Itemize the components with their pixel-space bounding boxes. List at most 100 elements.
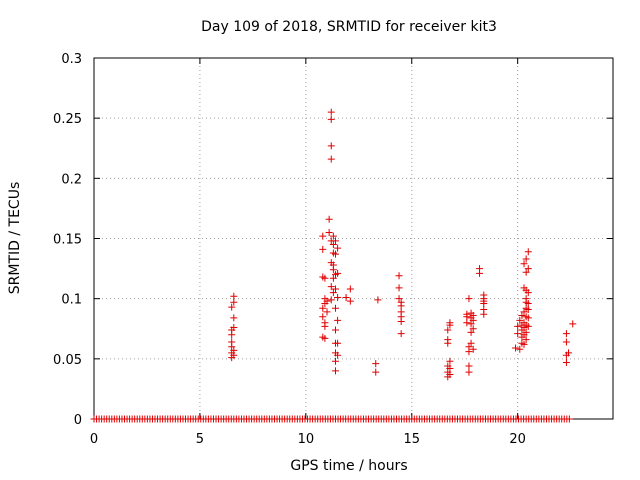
- data-point: [465, 368, 473, 376]
- data-point: [331, 304, 339, 312]
- data-point: [230, 324, 238, 332]
- data-point: [397, 318, 405, 326]
- data-point: [319, 313, 327, 321]
- data-point: [228, 303, 236, 311]
- x-tick-label: 5: [196, 432, 204, 447]
- data-point: [446, 357, 454, 365]
- data-point: [372, 368, 380, 376]
- data-point: [327, 142, 335, 150]
- data-point: [446, 370, 454, 378]
- y-tick-label: 0.3: [61, 52, 82, 67]
- data-point: [329, 241, 337, 249]
- data-point: [342, 293, 350, 301]
- data-point: [329, 274, 337, 282]
- data-point: [465, 295, 473, 303]
- data-point: [522, 255, 530, 263]
- data-point: [331, 326, 339, 334]
- axis-ticks: [93, 57, 613, 420]
- data-point: [323, 297, 331, 305]
- data-point: [397, 330, 405, 338]
- data-point: [565, 349, 573, 357]
- data-point: [395, 295, 403, 303]
- data-point: [327, 155, 335, 163]
- data-point: [321, 334, 329, 342]
- data-point: [467, 320, 475, 328]
- data-point: [331, 250, 339, 258]
- data-point: [562, 330, 570, 338]
- data-point: [325, 215, 333, 223]
- data-point: [321, 319, 329, 327]
- data-point: [524, 265, 532, 273]
- data-point: [512, 344, 520, 352]
- data-point: [476, 265, 484, 273]
- y-tick-label: 0.2: [61, 172, 82, 187]
- data-markers: [90, 108, 577, 423]
- y-axis-label: SRMTID / TECUs: [7, 182, 23, 295]
- grid-lines: [94, 58, 613, 419]
- data-point: [230, 346, 238, 354]
- data-point: [469, 325, 477, 333]
- data-point: [329, 289, 337, 297]
- data-point: [334, 339, 342, 347]
- data-point: [520, 340, 528, 348]
- data-point: [331, 285, 339, 293]
- data-point: [319, 232, 327, 240]
- data-point: [465, 362, 473, 370]
- data-point: [327, 296, 335, 304]
- data-point: [319, 304, 327, 312]
- data-point: [562, 358, 570, 366]
- data-point: [524, 248, 532, 256]
- data-point: [520, 260, 528, 268]
- data-point: [374, 296, 382, 304]
- data-point: [346, 297, 354, 305]
- data-point: [469, 345, 477, 353]
- data-point: [522, 328, 530, 336]
- data-point: [514, 330, 522, 338]
- data-point: [321, 274, 329, 282]
- data-point: [325, 228, 333, 236]
- y-tick-label: 0.15: [53, 233, 82, 248]
- x-axis-tick-labels: 0 5 10 15 20: [90, 432, 526, 447]
- data-point: [520, 308, 528, 316]
- data-point: [569, 320, 577, 328]
- data-point: [397, 302, 405, 310]
- x-axis-label: GPS time / hours: [290, 458, 407, 474]
- data-point: [516, 345, 524, 353]
- data-point: [230, 298, 238, 306]
- data-point: [327, 283, 335, 291]
- data-point: [444, 336, 452, 344]
- data-point: [467, 339, 475, 347]
- data-point: [524, 305, 532, 313]
- data-point: [467, 328, 475, 336]
- data-point: [469, 312, 477, 320]
- data-point: [331, 367, 339, 375]
- data-point: [334, 293, 342, 301]
- data-point: [230, 314, 238, 322]
- data-point: [516, 316, 524, 324]
- plot-frame: [93, 57, 614, 420]
- data-point: [565, 415, 573, 423]
- y-tick-label: 0.1: [61, 293, 82, 308]
- data-point: [463, 310, 471, 318]
- data-point: [518, 312, 526, 320]
- data-point: [524, 289, 532, 297]
- x-tick-label: 15: [403, 432, 420, 447]
- data-point: [323, 308, 331, 316]
- data-point: [480, 305, 488, 313]
- data-point: [334, 244, 342, 252]
- data-point: [522, 268, 530, 276]
- data-point: [444, 326, 452, 334]
- data-point: [446, 319, 454, 327]
- data-point: [463, 319, 471, 327]
- data-point: [334, 269, 342, 277]
- data-point: [329, 266, 337, 274]
- x-tick-label: 20: [509, 432, 526, 447]
- data-point: [228, 338, 236, 346]
- data-point: [331, 357, 339, 365]
- data-point: [319, 245, 327, 253]
- data-point: [514, 322, 522, 330]
- data-point: [522, 295, 530, 303]
- data-point: [331, 237, 339, 245]
- data-point: [395, 272, 403, 280]
